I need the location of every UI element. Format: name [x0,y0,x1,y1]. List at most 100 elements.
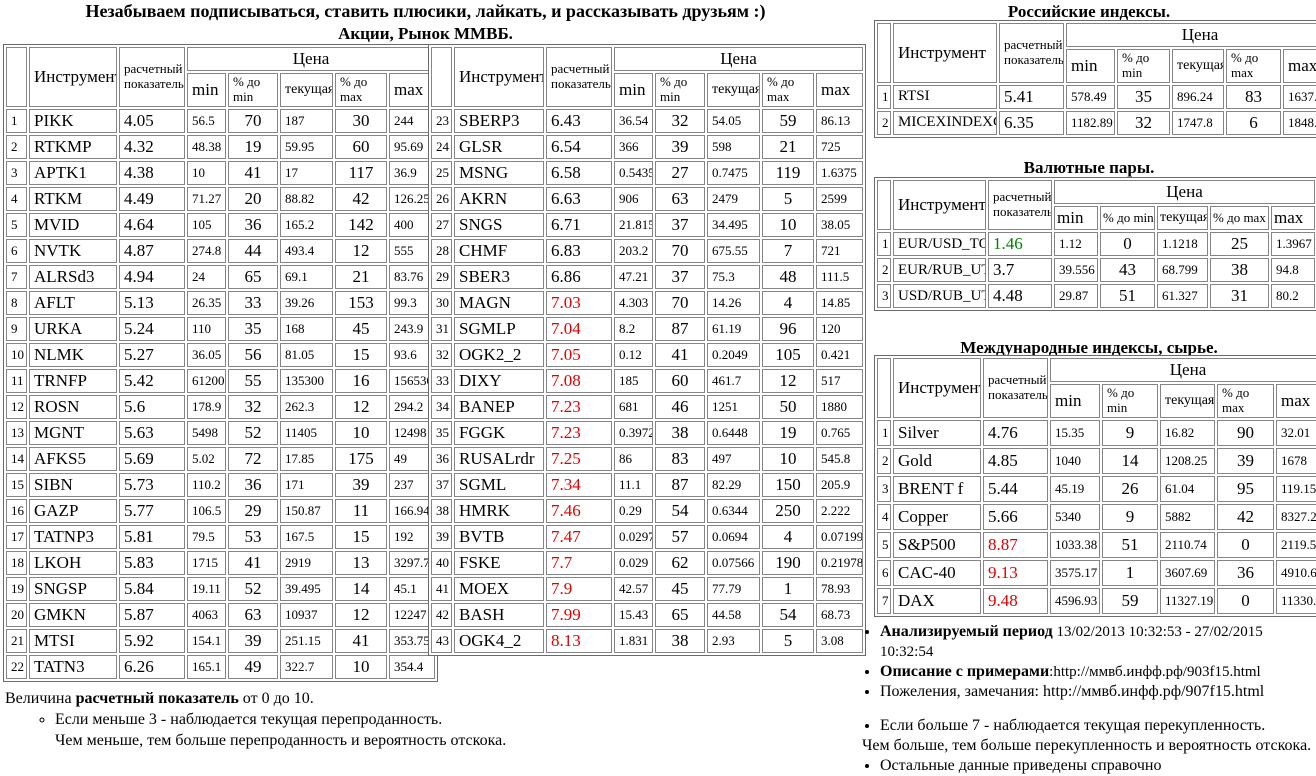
row-number: 3 [6,160,27,185]
instrument-cell: AFKS5 [29,446,117,471]
pct-to-min-cell: 32 [228,394,278,419]
instrument-cell: MAGN [454,290,544,315]
table-row: 38 HMRK 7.46 0.29 54 0.6344 250 2.222 [431,498,864,523]
row-number: 10 [6,342,27,367]
subheader-row: min % до min текущая % до max max [877,49,1316,83]
indicator-cell: 5.42 [119,368,185,393]
table-row: 6 CAC-40 9.13 3575.17 1 3607.69 36 4910.… [877,559,1316,586]
subheader-row: min % до min текущая % до max max [431,73,864,107]
pct-to-max-cell: 1 [762,576,814,601]
min-cell: 5.02 [187,446,226,471]
current-cell: 39.26 [280,290,333,315]
row-number: 2 [877,110,891,135]
instrument-cell: BRENT f [893,475,981,502]
instrument-cell: FGGK [454,420,544,445]
table-row: 35 FGGK 7.23 0.3972 38 0.6448 19 0.765 [431,420,864,445]
table-row: 36 RUSALrdr 7.25 86 83 497 10 545.8 [431,446,864,471]
pct-to-min-cell: 70 [655,290,705,315]
max-cell: 1.3967 [1271,232,1316,256]
indicator-cell: 5.41 [999,84,1064,109]
instrument-cell: GAZP [29,498,117,523]
current-cell: 39.495 [280,576,333,601]
pct-to-max-cell: 50 [762,394,814,419]
indicator-cell: 6.35 [999,110,1064,135]
min-cell: 24 [187,264,226,289]
pct-to-max-cell: 105 [762,342,814,367]
pct-to-min-cell: 39 [228,628,278,653]
min-cell: 4596.93 [1050,587,1100,614]
intl-title: Международные индексы, сырье. [960,338,1218,357]
row-number: 22 [6,654,27,679]
current-cell: 68.799 [1157,258,1208,282]
max-cell: 119.15 [1276,475,1316,502]
indicator-header: расчетный показатель [119,47,185,107]
pct-to-max-cell: 25 [1210,232,1269,256]
pct-to-max-cell: 15 [335,342,387,367]
current-cell: 59.95 [280,134,333,159]
row-number: 3 [877,284,891,308]
min-cell: 1040 [1050,447,1100,474]
indicator-cell: 5.6 [119,394,185,419]
table-row: 40 FSKE 7.7 0.029 62 0.07566 190 0.21978 [431,550,864,575]
pct-to-min-cell: 70 [655,238,705,263]
table-row: 34 BANEP 7.23 681 46 1251 50 1880 [431,394,864,419]
instrument-header: Инструмент [454,47,544,107]
min-cell: 0.12 [614,342,653,367]
pct-to-max-cell: 10 [335,420,387,445]
pct-to-min-header: % до min [228,73,278,107]
current-cell: 461.7 [707,368,760,393]
indicator-cell: 4.64 [119,212,185,237]
pct-to-max-cell: 38 [1210,258,1269,282]
indicator-cell: 9.48 [983,587,1048,614]
row-number: 9 [6,316,27,341]
instrument-cell: HMRK [454,498,544,523]
current-header: текущая [1160,384,1215,418]
pct-to-min-cell: 29 [228,498,278,523]
pct-to-min-cell: 87 [655,316,705,341]
min-cell: 19.11 [187,576,226,601]
table-row: 29 SBER3 6.86 47.21 37 75.3 48 111.5 [431,264,864,289]
min-header: min [1054,206,1098,230]
table-row: 15 SIBN 5.73 110.2 36 171 39 237 [6,472,436,497]
row-number: 3 [877,475,891,502]
instrument-cell: Copper [893,503,981,530]
min-cell: 154.1 [187,628,226,653]
max-cell: 1880 [816,394,864,419]
table-row: 30 MAGN 7.03 4.303 70 14.26 4 14.85 [431,290,864,315]
description-note: Описание с примерами:http://ммвб.инфф.рф… [880,662,1316,682]
indicator-cell: 4.85 [983,447,1048,474]
min-cell: 106.5 [187,498,226,523]
max-cell: 68.73 [816,602,864,627]
pct-to-min-cell: 54 [655,498,705,523]
row-number: 29 [431,264,452,289]
table-row: 2 Gold 4.85 1040 14 1208.25 39 1678 [877,447,1316,474]
current-cell: 34.495 [707,212,760,237]
row-number: 25 [431,160,452,185]
instrument-cell: EUR/USD_TOD [893,232,986,256]
feedback-note: Пожеления, замечания: http://ммвб.инфф.р… [880,682,1316,702]
subheader-row: min % до min текущая % до max max [877,206,1316,230]
min-cell: 185 [614,368,653,393]
pct-to-min-cell: 36 [228,472,278,497]
pct-to-max-cell: 12 [335,394,387,419]
pct-to-max-cell: 39 [335,472,387,497]
pct-to-max-cell: 12 [335,238,387,263]
pct-to-min-cell: 51 [1100,284,1155,308]
overbought-note-cont: Чем больше, тем больше перекупленность и… [862,737,1312,754]
pct-to-min-cell: 46 [655,394,705,419]
max-cell: 11330.63 [1276,587,1316,614]
pct-to-min-cell: 14 [1102,447,1158,474]
pct-to-max-cell: 7 [762,238,814,263]
max-cell: 14.85 [816,290,864,315]
pct-to-max-header: % до max [335,73,387,107]
current-cell: 10937 [280,602,333,627]
pct-to-max-cell: 0 [1217,531,1274,558]
pct-to-min-cell: 41 [228,160,278,185]
indicator-cell: 4.48 [988,284,1052,308]
min-cell: 42.57 [614,576,653,601]
current-cell: 1208.25 [1160,447,1215,474]
max-cell: 725 [816,134,864,159]
indicator-cell: 7.7 [546,550,612,575]
header-row: Инструмент расчетный показатель Цена [6,47,436,107]
instrument-cell: AFLT [29,290,117,315]
